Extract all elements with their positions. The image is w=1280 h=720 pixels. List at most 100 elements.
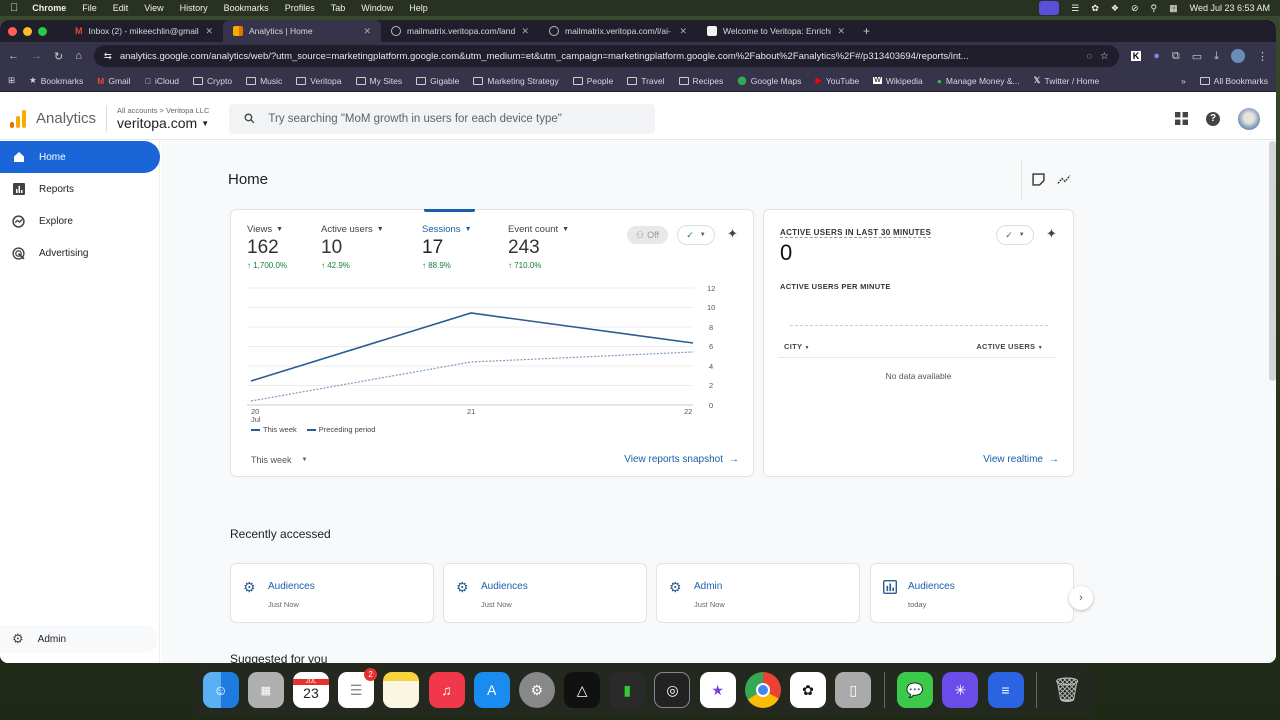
help-icon[interactable]: ? (1206, 111, 1220, 126)
data-quality-dropdown[interactable]: ✓ ▼ (996, 225, 1034, 245)
bookmark-recipes[interactable]: Recipes (678, 76, 723, 86)
bookmark-bookmarks[interactable]: ★ Bookmarks (29, 75, 83, 86)
bookmark-icloud[interactable]: iCloud (145, 76, 179, 86)
bookmark-travel[interactable]: Travel (627, 76, 665, 86)
close-tab-icon[interactable]: ✕ (205, 25, 213, 36)
perplexity-icon[interactable]: ✳ (942, 672, 979, 708)
forward-icon[interactable]: → (31, 50, 42, 62)
status-icon[interactable]: ☰ (1071, 2, 1080, 13)
search-bar[interactable]: Try searching "MoM growth in users for e… (229, 103, 656, 134)
trash-icon[interactable]: 🗑 (1052, 676, 1083, 704)
menu-file[interactable]: File (74, 3, 97, 13)
user-avatar[interactable] (1238, 107, 1260, 130)
imovie-icon[interactable]: ★ (699, 672, 736, 708)
extension-icon[interactable]: ● (1153, 50, 1160, 62)
home-icon[interactable]: ⌂ (75, 50, 82, 62)
bookmark-veritopa[interactable]: Veritopa (296, 76, 342, 86)
app-title[interactable]: Analytics (36, 110, 97, 127)
system-settings-icon[interactable]: ⚙ (518, 672, 555, 708)
reading-mode-icon[interactable]: ▭ (1191, 50, 1203, 63)
all-bookmarks[interactable]: All Bookmarks (1199, 76, 1268, 86)
data-quality-dropdown[interactable]: ✓ ▼ (677, 225, 715, 245)
wifi-off-icon[interactable]: ⊘ (1130, 2, 1139, 13)
activity-chart-app-icon[interactable]: ▮ (609, 672, 646, 708)
notes-app-icon[interactable]: ≡ (987, 672, 1024, 708)
nav-reports[interactable]: Reports (0, 173, 159, 205)
ai-sparkle-icon[interactable]: ✦ (1046, 226, 1057, 241)
tab-mailmatrix-1[interactable]: mailmatrix.veritopa.com/landi ✕ (381, 20, 539, 42)
recent-item[interactable]: Audiences today (870, 563, 1074, 623)
menu-history[interactable]: History (171, 3, 208, 13)
tab-gmail[interactable]: M Inbox (2) - mikeechlin@gmail ✕ (65, 20, 223, 42)
legend-preceding[interactable]: Preceding period (306, 425, 375, 434)
bookmark-crypto[interactable]: Crypto (193, 76, 232, 86)
recent-item[interactable]: ⚙ Audiences Just Now (443, 563, 647, 623)
carousel-next-button[interactable]: › (1069, 586, 1093, 610)
triangle-app-icon[interactable]: △ (564, 672, 601, 708)
property-selector[interactable]: veritopa.com ▼ (117, 115, 209, 131)
close-window-button[interactable] (8, 26, 17, 36)
trend-sparkle-icon[interactable] (1057, 173, 1071, 186)
reload-icon[interactable]: ↻ (54, 50, 64, 63)
url-bar[interactable]: ⇆ analytics.google.com/analytics/web/?ut… (93, 45, 1119, 67)
ai-sparkle-icon[interactable]: ✦ (727, 226, 738, 241)
menu-window[interactable]: Window (352, 3, 393, 13)
bookmark-gmail[interactable]: M Gmail (97, 76, 130, 86)
active-users-column-header[interactable]: ACTIVE USERS ▼ (976, 342, 1043, 351)
bookmark-music[interactable]: Music (246, 76, 282, 86)
bookmark-wikipedia[interactable]: W Wikipedia (873, 76, 923, 86)
close-tab-icon[interactable]: ✕ (363, 25, 371, 36)
metric-active-users[interactable]: Active users ▼ 10 ↑ 42.9% (321, 224, 422, 270)
city-column-header[interactable]: CITY ▼ (784, 342, 810, 351)
legend-this-week[interactable]: This week (251, 425, 297, 434)
music-icon[interactable]: ♫ (428, 672, 465, 708)
suggested-for-you-heading[interactable]: Suggested for you (230, 652, 327, 663)
metric-sessions[interactable]: Sessions ▼ 17 ↑ 88.9% (422, 224, 508, 270)
tab-veritopa-welcome[interactable]: Welcome to Veritopa: Enrichi ✕ (697, 20, 855, 42)
metric-views[interactable]: Views ▼ 162 ↑ 1,700.0% (247, 224, 321, 270)
bookmark-marketing-strategy[interactable]: Marketing Strategy (473, 76, 559, 86)
view-realtime-link[interactable]: View realtime → (983, 454, 1059, 465)
realtime-title[interactable]: ACTIVE USERS IN LAST 30 MINUTES (780, 228, 932, 238)
date-range-dropdown[interactable]: This week ▼ (251, 455, 307, 465)
bookmark-people[interactable]: People (572, 76, 613, 86)
site-settings-icon[interactable]: ⇆ (103, 50, 112, 62)
close-tab-icon[interactable]: ✕ (837, 25, 845, 36)
dropbox-icon[interactable]: ❖ (1110, 2, 1119, 13)
url-text[interactable]: analytics.google.com/analytics/web/?utm_… (119, 50, 969, 62)
control-center-icon[interactable]: ▦ (1169, 2, 1178, 13)
apple-icon[interactable]:  (10, 2, 18, 14)
insights-note-icon[interactable] (1032, 172, 1045, 186)
logic-pro-icon[interactable]: ◎ (654, 672, 691, 708)
nav-explore[interactable]: Explore (0, 205, 159, 237)
comparison-toggle[interactable]: ⚇ Off (627, 226, 668, 244)
screen-share-icon[interactable] (1039, 1, 1060, 15)
menu-view[interactable]: View (136, 3, 163, 13)
messages-icon[interactable]: 💬 (897, 672, 934, 708)
apps-grid-icon[interactable]: ⊞ (8, 75, 16, 85)
spotlight-search-icon[interactable]: ⚲ (1150, 2, 1158, 13)
chatgpt-icon[interactable]: ✿ (790, 672, 827, 708)
calendar-icon[interactable]: JUL 23 (292, 672, 329, 708)
bookmark-star-icon[interactable]: ☆ (1100, 50, 1109, 62)
zoom-window-button[interactable] (38, 26, 47, 36)
close-tab-icon[interactable]: ✕ (521, 25, 529, 36)
account-picker[interactable]: All accounts > Veritopa LLC veritopa.com… (117, 106, 209, 131)
bookmarks-overflow-icon[interactable]: » (1180, 75, 1186, 86)
extensions-puzzle-icon[interactable]: ⧉ (1171, 49, 1180, 62)
bookmark-youtube[interactable]: ▶ YouTube (815, 75, 859, 86)
tracking-hidden-icon[interactable]: ◌ (1086, 50, 1093, 62)
back-icon[interactable]: ← (8, 50, 19, 62)
nav-home[interactable]: Home (0, 141, 160, 173)
new-tab-button[interactable]: + (863, 24, 871, 38)
recent-item[interactable]: ⚙ Audiences Just Now (230, 563, 434, 623)
bookmark-gigable[interactable]: Gigable (416, 76, 459, 86)
menu-profiles[interactable]: Profiles (276, 3, 315, 13)
metric-event-count[interactable]: Event count ▼ 243 ↑ 710.0% (508, 224, 608, 270)
openai-status-icon[interactable]: ✿ (1091, 2, 1099, 13)
chrome-icon[interactable] (744, 672, 781, 708)
download-icon[interactable]: ⤓ (1214, 49, 1219, 62)
minimize-window-button[interactable] (23, 26, 32, 36)
recent-item[interactable]: ⚙ Admin Just Now (656, 563, 860, 623)
nav-admin[interactable]: ⚙ Admin (0, 625, 158, 653)
